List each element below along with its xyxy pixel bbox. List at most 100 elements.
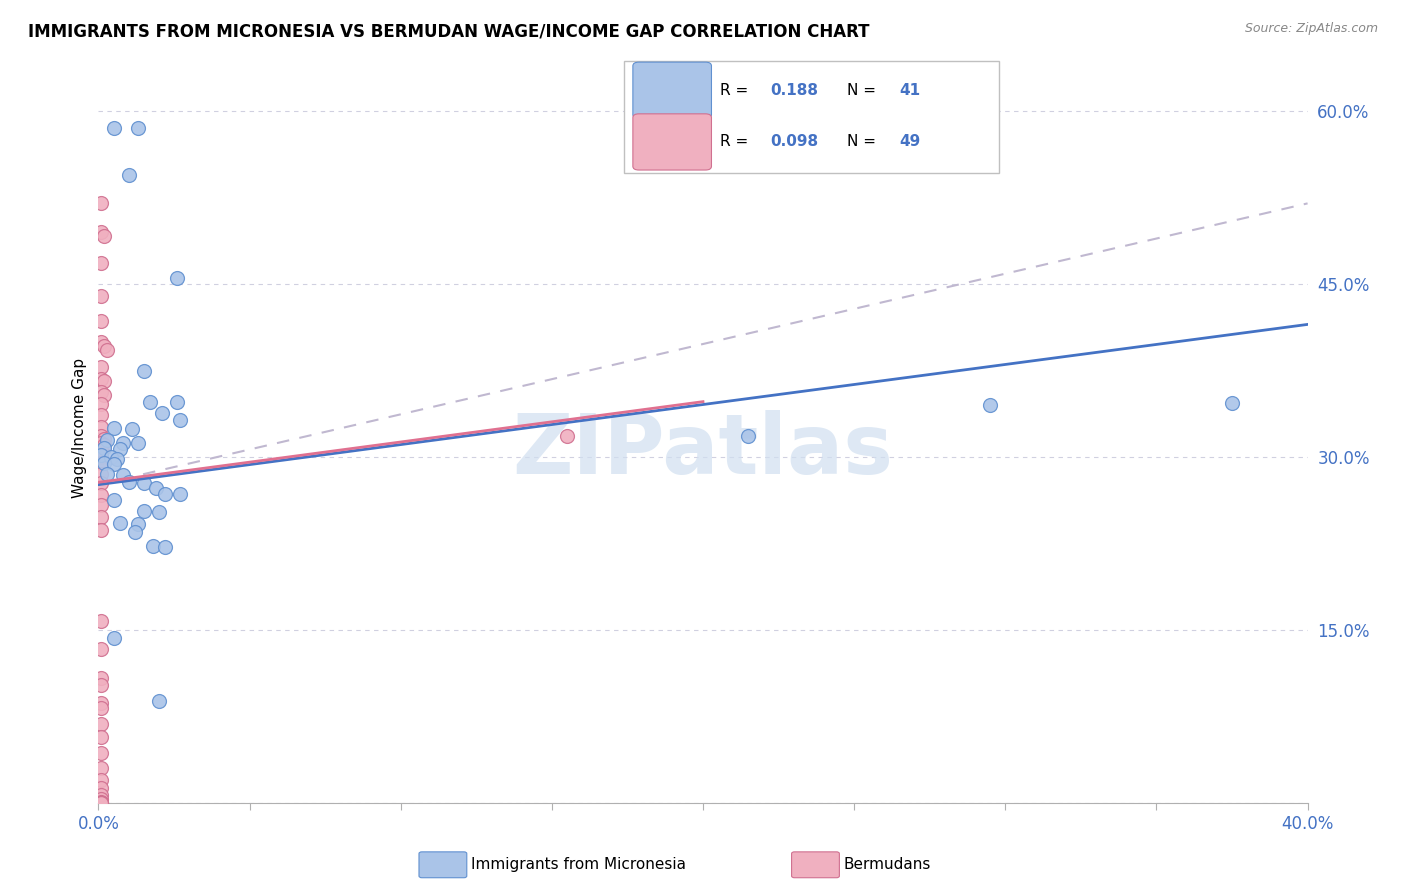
Text: N =: N = [846,83,880,98]
Point [96,343,118,357]
Point [737,429,759,443]
Point [90,642,112,657]
FancyBboxPatch shape [633,114,711,170]
Point [121,422,143,436]
Point [93,438,115,452]
FancyBboxPatch shape [624,61,1000,173]
Point [93,228,115,243]
Point [142,539,165,553]
Point [132,476,155,491]
Point [90,523,112,537]
Point [90,696,112,710]
Point [90,795,112,809]
Point [103,631,125,645]
Text: R =: R = [720,83,754,98]
Point [90,443,112,458]
Point [90,409,112,423]
Text: Immigrants from Micronesia: Immigrants from Micronesia [471,857,686,871]
Point [111,436,134,450]
Point [90,792,112,806]
Point [169,413,191,427]
Text: R =: R = [720,135,754,150]
Point [1220,396,1243,410]
Point [90,717,112,731]
Point [90,467,112,482]
FancyBboxPatch shape [633,62,711,119]
Point [93,432,115,446]
Point [153,540,176,554]
Point [90,288,112,302]
Point [103,492,125,507]
Point [90,772,112,787]
Y-axis label: Wage/Income Gap: Wage/Income Gap [72,358,87,499]
Point [90,225,112,239]
Point [93,388,115,402]
Point [555,429,578,443]
Point [96,467,118,482]
Point [90,360,112,375]
Point [90,314,112,328]
Point [90,488,112,502]
Point [90,678,112,692]
Point [118,475,141,490]
Text: ZIPatlas: ZIPatlas [513,410,893,491]
Point [93,374,115,388]
Point [132,363,155,377]
Point [90,510,112,524]
Point [90,436,112,450]
Point [90,796,112,810]
Text: 0.188: 0.188 [770,83,818,98]
Point [90,334,112,349]
Point [139,394,162,409]
Point [148,694,170,708]
Point [90,796,112,810]
Point [90,476,112,491]
Point [169,487,191,501]
Point [127,436,149,450]
Point [90,397,112,411]
Point [108,516,131,530]
Point [90,788,112,802]
Point [979,398,1001,412]
Point [90,420,112,434]
Point [90,796,112,810]
Point [145,481,167,495]
Point [90,614,112,628]
Point [153,487,176,501]
Text: IMMIGRANTS FROM MICRONESIA VS BERMUDAN WAGE/INCOME GAP CORRELATION CHART: IMMIGRANTS FROM MICRONESIA VS BERMUDAN W… [28,22,870,40]
Point [166,394,188,409]
Point [100,450,122,464]
Text: 41: 41 [898,83,920,98]
Point [118,168,141,182]
Point [166,271,188,285]
Point [111,468,134,483]
Point [103,421,125,435]
Point [90,499,112,513]
Point [90,701,112,715]
Point [150,406,173,420]
Point [90,761,112,775]
Point [90,371,112,385]
Point [103,457,125,471]
Point [90,429,112,443]
Point [105,452,128,467]
Text: N =: N = [846,135,880,150]
Point [90,730,112,744]
Point [108,442,131,456]
Point [103,121,125,136]
Point [127,516,149,531]
Point [90,671,112,685]
Text: Source: ZipAtlas.com: Source: ZipAtlas.com [1244,22,1378,36]
Point [127,121,149,136]
Point [124,524,146,539]
Point [90,385,112,400]
Point [93,339,115,353]
Point [90,796,112,810]
Point [90,450,112,464]
Text: 0.098: 0.098 [770,135,818,150]
Point [90,196,112,211]
Text: Bermudans: Bermudans [844,857,931,871]
Point [90,746,112,760]
Text: 49: 49 [898,135,920,150]
Point [96,433,118,447]
